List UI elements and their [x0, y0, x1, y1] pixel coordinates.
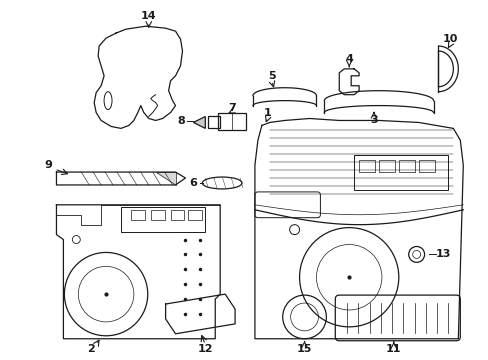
Bar — [358, 160, 374, 172]
Bar — [150, 210, 164, 220]
Text: 10: 10 — [442, 34, 457, 44]
Text: 7: 7 — [228, 103, 236, 113]
Text: 14: 14 — [141, 11, 156, 21]
Bar — [170, 210, 184, 220]
Text: 2: 2 — [87, 344, 95, 354]
Bar — [188, 210, 202, 220]
Bar — [121, 207, 205, 231]
Text: 9: 9 — [44, 160, 52, 170]
Polygon shape — [155, 172, 175, 185]
Bar — [418, 160, 434, 172]
Bar — [218, 113, 245, 130]
Bar — [378, 160, 394, 172]
Text: 12: 12 — [197, 344, 213, 354]
Polygon shape — [193, 117, 205, 129]
Bar — [353, 155, 447, 190]
Bar — [208, 117, 220, 129]
Bar — [131, 210, 144, 220]
Text: 6: 6 — [189, 178, 197, 188]
Text: 15: 15 — [296, 344, 311, 354]
Text: 3: 3 — [369, 116, 377, 126]
Bar — [398, 160, 414, 172]
Text: 8: 8 — [177, 116, 185, 126]
Text: 11: 11 — [386, 344, 401, 354]
Text: 1: 1 — [264, 108, 271, 117]
Text: 13: 13 — [435, 249, 450, 260]
Text: 4: 4 — [345, 54, 352, 64]
Text: 5: 5 — [267, 71, 275, 81]
